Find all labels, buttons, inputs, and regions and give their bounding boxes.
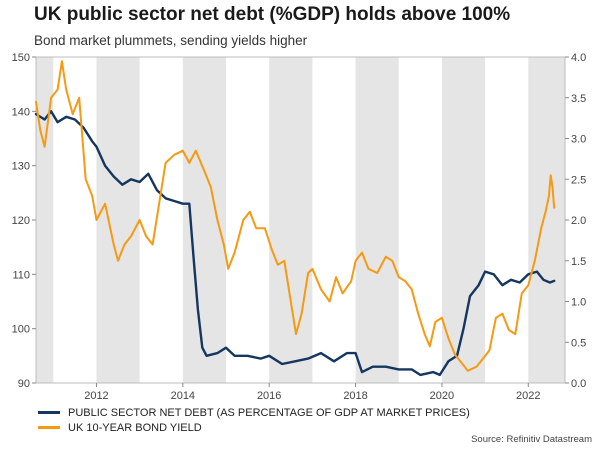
shaded-band-5	[441, 57, 486, 383]
y-right-tick-label-8: 4.0	[571, 52, 586, 64]
axes	[32, 56, 569, 387]
source-note: Source: Refinitiv Datastream	[471, 434, 592, 445]
y-left-tick-label-6: 150	[12, 52, 30, 64]
chart-subtitle: Bond market plummets, sending yields hig…	[34, 33, 308, 48]
y-left-tick-label-4: 130	[12, 161, 30, 173]
chart-title: UK public sector net debt (%GDP) holds a…	[34, 4, 511, 25]
series-line-bond-yield	[35, 60, 556, 372]
y-left-tick-label-2: 110	[12, 269, 30, 281]
y-right-tick-label-5: 2.5	[571, 174, 586, 186]
y-left-tick-label-1: 100	[12, 324, 30, 336]
x-tick-label-5: 2022	[516, 390, 540, 402]
shaded-band-4	[355, 57, 399, 383]
x-tick-label-4: 2020	[430, 390, 454, 402]
y-left-tick-label-0: 90	[18, 378, 30, 390]
y-right-tick-label-0: 0.0	[571, 378, 586, 390]
tick-labels: 90 100 110 120 130 140 150 0.0 0.5 1.0 1.5 2.0 2.5 3.…	[12, 52, 587, 402]
y-right-tick-label-1: 0.5	[571, 337, 586, 349]
x-tick-label-1: 2014	[171, 390, 195, 402]
shaded-band-1	[96, 57, 140, 383]
x-tick-label-0: 2012	[84, 390, 108, 402]
legend-label-yield: UK 10-YEAR BOND YIELD	[68, 421, 202, 434]
legend-item-yield: UK 10-YEAR BOND YIELD	[38, 420, 470, 435]
y-right-tick-label-6: 3.0	[571, 134, 586, 146]
shaded-band-0	[36, 57, 54, 383]
shaded-bands	[36, 57, 565, 383]
x-tick-label-2: 2016	[257, 390, 281, 402]
legend-swatch-debt	[38, 411, 60, 414]
shaded-band-3	[269, 57, 313, 383]
legend-swatch-yield	[38, 426, 60, 429]
y-right-tick-label-2: 1.0	[571, 297, 586, 309]
legend-label-debt: PUBLIC SECTOR NET DEBT (AS PERCENTAGE OF…	[68, 406, 470, 419]
y-right-tick-label-7: 3.5	[571, 93, 586, 105]
y-right-tick-label-3: 1.5	[571, 256, 586, 268]
y-right-tick-label-4: 2.0	[571, 215, 586, 227]
legend: PUBLIC SECTOR NET DEBT (AS PERCENTAGE OF…	[38, 405, 470, 435]
series-lines	[34, 60, 556, 377]
y-left-tick-label-3: 120	[12, 215, 30, 227]
y-left-tick-label-5: 140	[12, 106, 30, 118]
shaded-band-2	[182, 57, 227, 383]
series-line-net-debt	[34, 110, 556, 377]
shaded-band-6	[528, 57, 565, 383]
x-tick-label-3: 2018	[343, 390, 367, 402]
legend-item-debt: PUBLIC SECTOR NET DEBT (AS PERCENTAGE OF…	[38, 405, 470, 420]
